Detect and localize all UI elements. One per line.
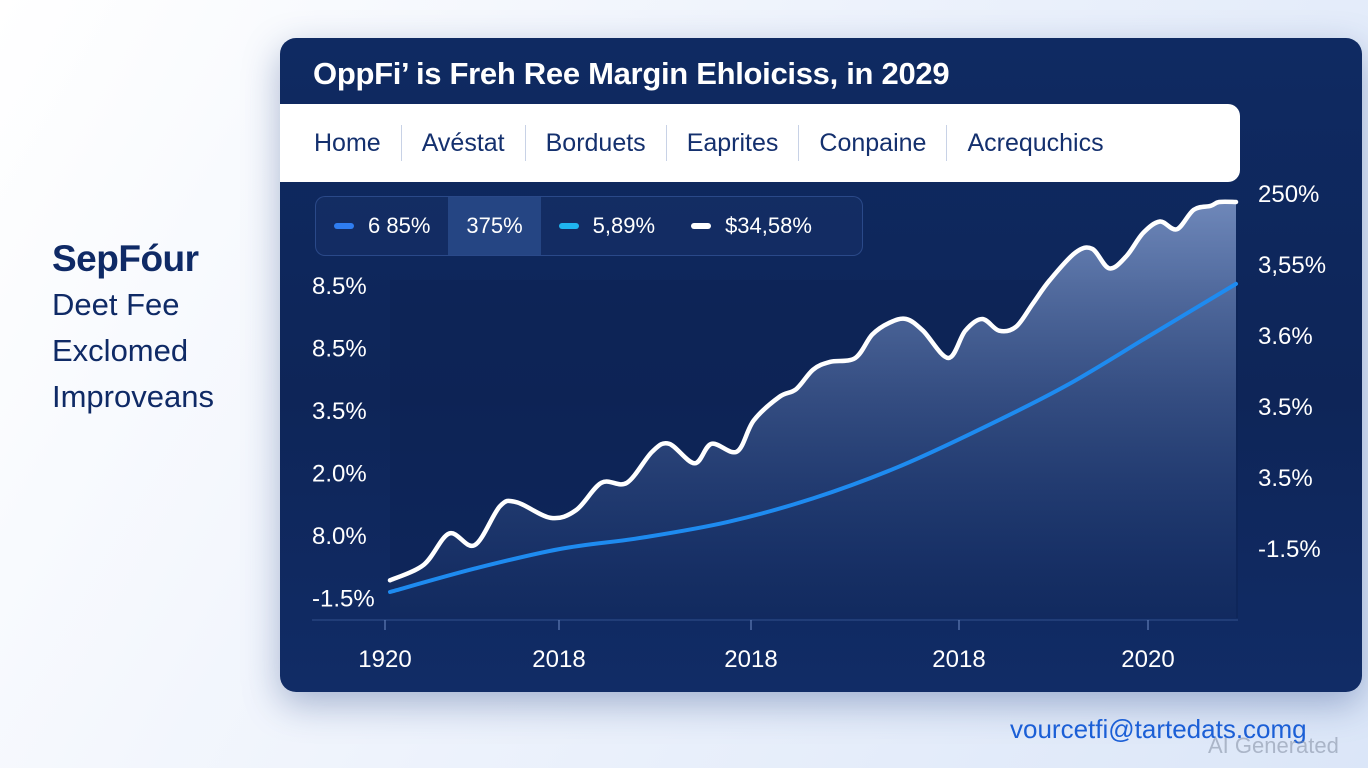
nav-item-acrequchics[interactable]: Acrequchics: [967, 129, 1104, 157]
legend-label: 375%: [466, 213, 523, 238]
legend-label: $34,58%: [725, 213, 812, 238]
chart-card: OppFi’ is Freh Ree Margin Ehloiciss, in …: [280, 38, 1362, 692]
legend-label: 5,89%: [592, 213, 656, 238]
watermark: AI Generated: [1208, 733, 1339, 758]
nav-item-avestat[interactable]: Avéstat: [402, 125, 526, 161]
legend-swatch: [334, 223, 354, 229]
side-line-3: Improveans: [52, 379, 214, 414]
card-title: OppFi’ is Freh Ree Margin Ehloiciss, in …: [313, 56, 950, 91]
legend-item-4[interactable]: $34,58%: [673, 197, 830, 255]
chart-legend: 6 85% 375% 5,89% $34,58%: [315, 196, 863, 256]
side-line-1: Deet Fee: [52, 287, 180, 322]
legend-swatch: [558, 223, 579, 229]
legend-item-3[interactable]: 5,89%: [541, 197, 673, 255]
side-panel: SepFóur Deet Fee Exclomed Improveans: [52, 236, 272, 420]
nav-item-eaprites[interactable]: Eaprites: [667, 125, 800, 161]
legend-item-2[interactable]: 375%: [448, 197, 541, 255]
nav-bar: Home Avéstat Borduets Eaprites Conpaine …: [280, 104, 1240, 182]
legend-swatch: [691, 223, 712, 229]
side-line-2: Exclomed: [52, 333, 189, 368]
side-title: SepFóur: [52, 238, 199, 279]
nav-item-home[interactable]: Home: [294, 125, 402, 161]
legend-label: 6 85%: [368, 213, 431, 238]
nav-item-conpaine[interactable]: Conpaine: [799, 125, 948, 161]
nav-item-borduets[interactable]: Borduets: [526, 125, 667, 161]
footer-email[interactable]: vourcetfi@tartedats.comg: [1010, 714, 1307, 744]
legend-item-1[interactable]: 6 85%: [316, 197, 448, 255]
